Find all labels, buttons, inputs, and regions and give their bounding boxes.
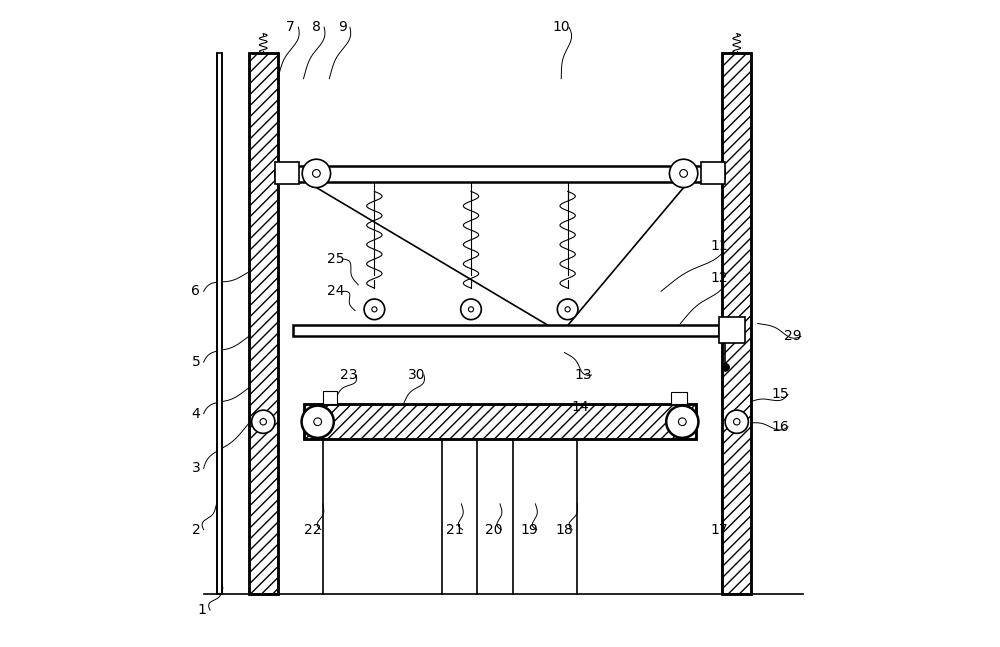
- Text: 3: 3: [192, 461, 200, 476]
- Circle shape: [722, 364, 729, 371]
- Circle shape: [314, 418, 322, 426]
- Circle shape: [557, 299, 578, 320]
- Bar: [249, 53, 278, 594]
- Bar: [722, 53, 751, 594]
- Circle shape: [260, 419, 266, 425]
- Circle shape: [734, 419, 740, 425]
- Circle shape: [364, 299, 385, 320]
- Circle shape: [461, 299, 481, 320]
- Text: 11: 11: [710, 239, 728, 253]
- Text: 7: 7: [286, 20, 295, 34]
- Bar: [304, 404, 696, 439]
- Text: 19: 19: [520, 523, 538, 536]
- Circle shape: [372, 307, 377, 312]
- Circle shape: [565, 307, 570, 312]
- Text: 2: 2: [192, 523, 200, 536]
- Text: 15: 15: [771, 388, 789, 401]
- Bar: [278, 166, 722, 182]
- Circle shape: [680, 170, 687, 177]
- Bar: [722, 53, 751, 594]
- Bar: [701, 162, 725, 184]
- Bar: [719, 317, 745, 343]
- Text: 17: 17: [710, 523, 728, 536]
- Bar: [293, 325, 719, 336]
- Text: 1: 1: [198, 603, 207, 617]
- Bar: [304, 404, 696, 439]
- Text: 22: 22: [304, 523, 322, 536]
- Text: 14: 14: [572, 400, 589, 414]
- Text: 6: 6: [191, 284, 200, 298]
- Text: 21: 21: [446, 523, 464, 536]
- Circle shape: [468, 307, 474, 312]
- Text: 25: 25: [327, 252, 344, 266]
- Circle shape: [678, 418, 686, 426]
- Circle shape: [302, 159, 331, 188]
- Text: 4: 4: [192, 407, 200, 421]
- Text: 13: 13: [575, 368, 593, 382]
- Circle shape: [313, 170, 320, 177]
- Text: 30: 30: [408, 368, 425, 382]
- Text: 10: 10: [552, 20, 570, 34]
- Circle shape: [666, 406, 698, 438]
- Bar: [671, 393, 687, 404]
- Circle shape: [725, 410, 748, 433]
- Bar: [323, 391, 337, 404]
- Text: 9: 9: [338, 20, 347, 34]
- Text: 16: 16: [771, 419, 789, 433]
- Bar: [217, 53, 222, 594]
- Text: 12: 12: [710, 271, 728, 285]
- Circle shape: [302, 406, 334, 438]
- Text: 20: 20: [485, 523, 502, 536]
- Text: 29: 29: [784, 329, 802, 344]
- Text: 23: 23: [340, 368, 357, 382]
- Text: 8: 8: [312, 20, 321, 34]
- Circle shape: [669, 159, 698, 188]
- Text: 18: 18: [556, 523, 573, 536]
- Bar: [249, 53, 278, 594]
- Bar: [275, 162, 299, 184]
- Text: 24: 24: [327, 284, 344, 298]
- Circle shape: [252, 410, 275, 433]
- Text: 5: 5: [192, 355, 200, 369]
